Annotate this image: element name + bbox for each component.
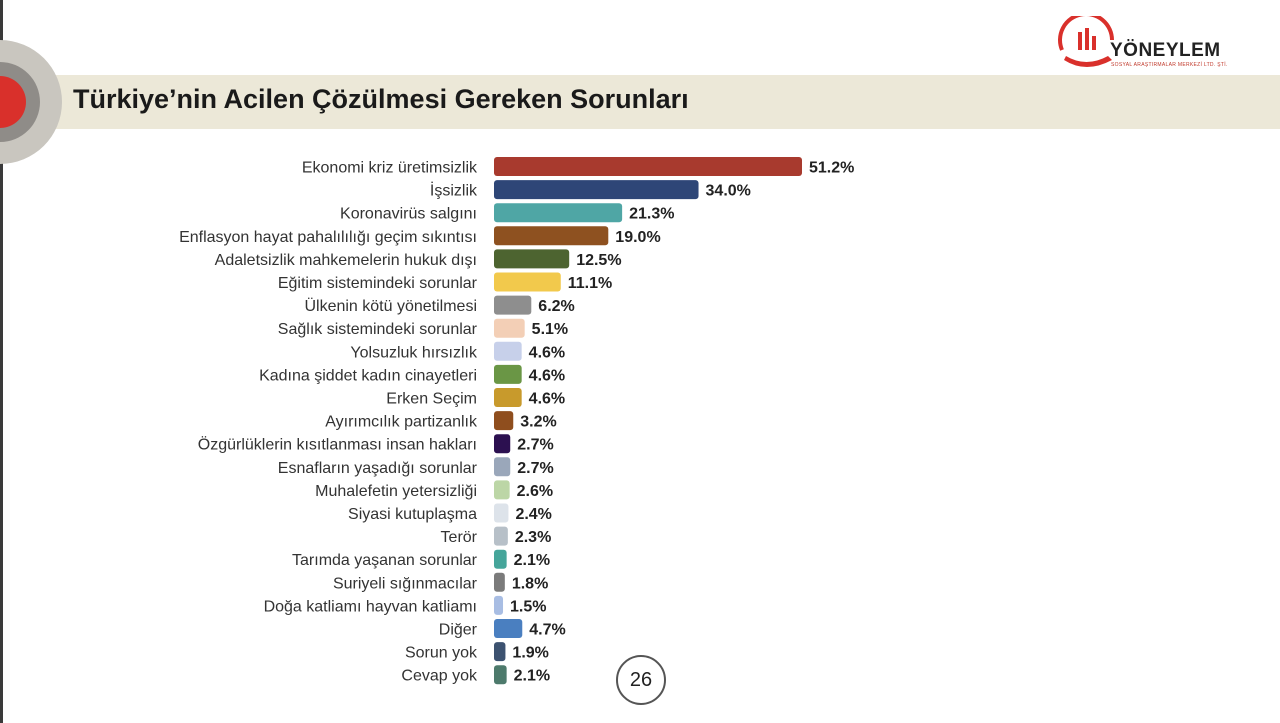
bar bbox=[494, 549, 507, 569]
value-label: 51.2% bbox=[809, 160, 854, 177]
bar bbox=[494, 226, 609, 246]
value-label: 1.8% bbox=[512, 575, 548, 592]
category-label: Eğitim sistemindeki sorunlar bbox=[278, 275, 478, 292]
category-label: Doğa katliamı hayvan katliamı bbox=[264, 598, 477, 615]
bar bbox=[494, 572, 505, 592]
value-label: 2.1% bbox=[514, 552, 550, 569]
value-label: 2.4% bbox=[515, 506, 551, 523]
category-label: Cevap yok bbox=[401, 668, 478, 685]
value-label: 2.7% bbox=[517, 460, 553, 477]
value-label: 6.2% bbox=[538, 298, 574, 315]
bar bbox=[494, 180, 699, 200]
category-label: Suriyeli sığınmacılar bbox=[333, 575, 478, 592]
bar bbox=[494, 642, 506, 662]
bar bbox=[494, 295, 532, 315]
bar bbox=[494, 665, 507, 685]
value-label: 1.5% bbox=[510, 598, 546, 615]
category-label: İşsizlik bbox=[430, 181, 478, 200]
value-label: 34.0% bbox=[706, 183, 751, 200]
category-label: Esnafların yaşadığı sorunlar bbox=[278, 460, 478, 477]
bar bbox=[494, 411, 514, 431]
value-label: 12.5% bbox=[576, 252, 621, 269]
category-label: Yolsuzluk hırsızlık bbox=[350, 344, 478, 361]
category-label: Kadına şiddet kadın cinayetleri bbox=[259, 367, 477, 384]
title-band bbox=[0, 75, 1280, 129]
logo-subtitle: SOSYAL ARAŞTIRMALAR MERKEZİ LTD. ŞTİ. bbox=[1111, 62, 1228, 68]
value-label: 3.2% bbox=[520, 414, 556, 431]
bar bbox=[494, 341, 522, 361]
bar bbox=[494, 272, 561, 292]
logo-name: YÖNEYLEM bbox=[1110, 40, 1221, 61]
category-label: Muhalefetin yetersizliği bbox=[315, 483, 477, 500]
value-label: 2.1% bbox=[514, 668, 550, 685]
category-label: Ayırımcılık partizanlık bbox=[325, 414, 478, 431]
value-label: 1.9% bbox=[512, 645, 548, 662]
bar bbox=[494, 364, 522, 384]
category-label: Ülkenin kötü yönetilmesi bbox=[304, 297, 477, 315]
category-label: Enflasyon hayat pahalılılığı geçim sıkın… bbox=[179, 229, 477, 246]
value-label: 19.0% bbox=[615, 229, 660, 246]
bar bbox=[494, 457, 511, 477]
bar bbox=[494, 249, 570, 269]
category-label: Siyasi kutuplaşma bbox=[348, 506, 477, 523]
category-label: Sorun yok bbox=[405, 645, 478, 662]
value-label: 4.6% bbox=[529, 344, 565, 361]
category-label: Sağlık sistemindeki sorunlar bbox=[278, 321, 478, 338]
bar bbox=[494, 157, 802, 176]
yoneylem-logo-icon bbox=[1058, 16, 1114, 67]
category-label: Erken Seçim bbox=[386, 391, 477, 408]
slide-title: Türkiye’nin Acilen Çözülmesi Gereken Sor… bbox=[73, 84, 689, 114]
value-label: 5.1% bbox=[532, 321, 568, 338]
category-label: Adaletsizlik mahkemelerin hukuk dışı bbox=[215, 252, 477, 269]
bar bbox=[494, 619, 523, 638]
slide-left-edge bbox=[0, 0, 3, 723]
bar bbox=[494, 526, 508, 546]
page-number: 26 bbox=[616, 655, 666, 705]
bar bbox=[494, 203, 623, 223]
value-label: 2.7% bbox=[517, 437, 553, 454]
bar bbox=[494, 595, 504, 615]
value-label: 21.3% bbox=[629, 206, 674, 223]
value-label: 4.6% bbox=[529, 367, 565, 384]
category-label: Terör bbox=[441, 529, 478, 546]
category-label: Koronavirüs salgını bbox=[340, 206, 477, 223]
category-label: Diğer bbox=[439, 622, 478, 639]
value-label: 2.6% bbox=[517, 483, 553, 500]
category-label: Ekonomi kriz üretimsizlik bbox=[302, 160, 478, 177]
value-label: 11.1% bbox=[568, 275, 612, 292]
value-label: 2.3% bbox=[515, 529, 551, 546]
bar bbox=[494, 503, 509, 523]
value-label: 4.7% bbox=[529, 622, 565, 639]
category-label: Tarımda yaşanan sorunlar bbox=[292, 552, 478, 569]
bar bbox=[494, 434, 511, 454]
value-label: 4.6% bbox=[529, 391, 565, 408]
bar bbox=[494, 388, 522, 407]
category-label: Özgürlüklerin kısıtlanması insan hakları bbox=[198, 436, 477, 454]
bar bbox=[494, 318, 525, 338]
bar bbox=[494, 480, 510, 500]
